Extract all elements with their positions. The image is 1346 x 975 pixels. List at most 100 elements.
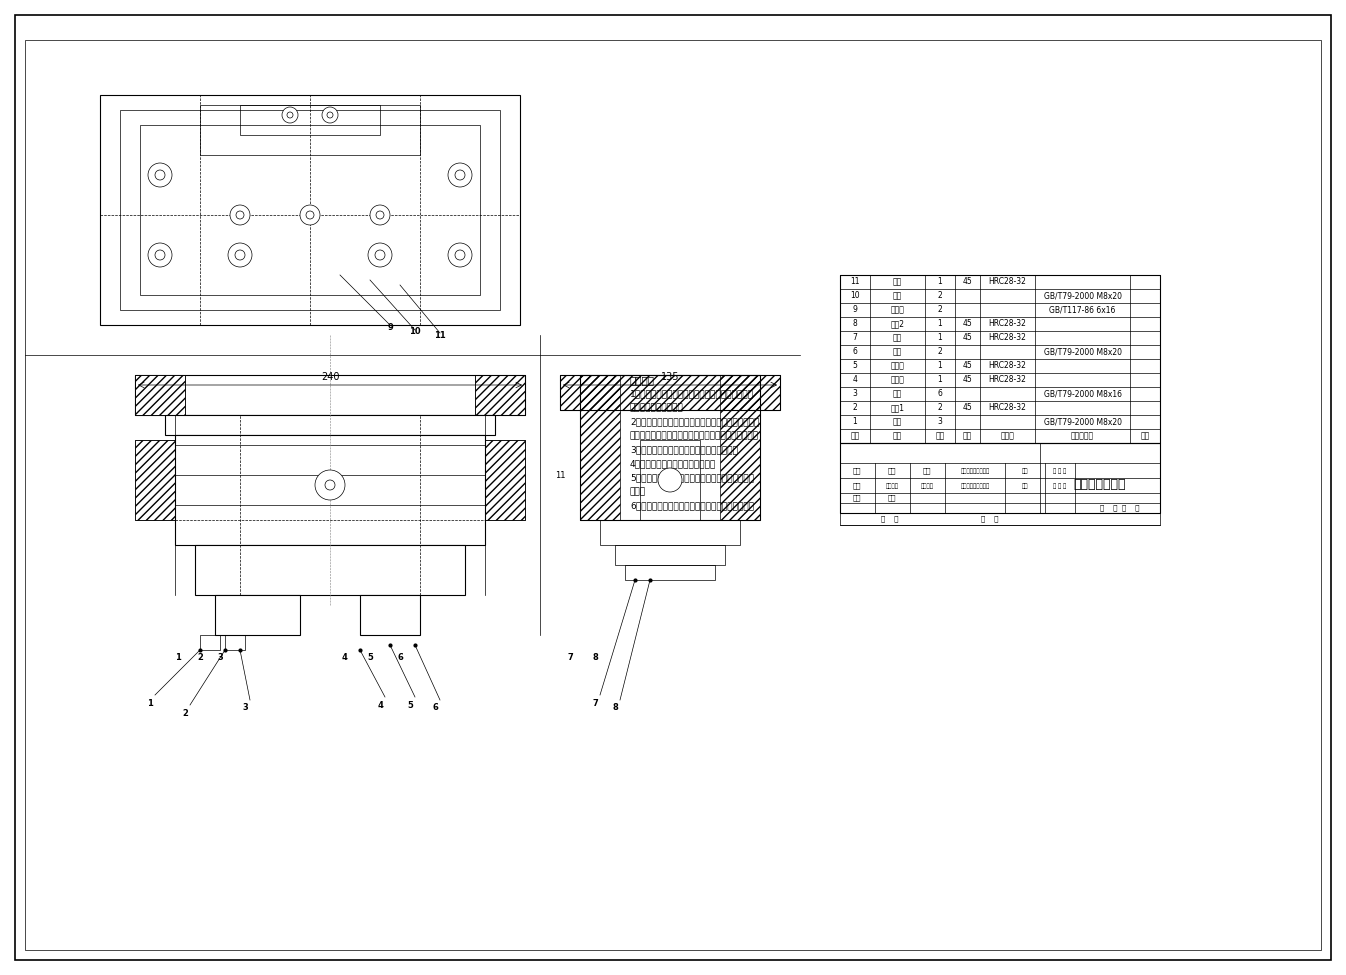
Text: 9: 9 [388, 323, 393, 332]
Bar [840, 443, 1160, 513]
Text: 1: 1 [852, 417, 857, 426]
Text: 7: 7 [852, 333, 857, 342]
Text: 铣槽夹具装配图: 铣槽夹具装配图 [1074, 479, 1127, 491]
Circle shape [300, 205, 320, 225]
Circle shape [236, 211, 244, 219]
Circle shape [455, 170, 464, 180]
Text: 1: 1 [938, 320, 942, 329]
Bar [135, 375, 184, 415]
Text: 材料: 材料 [962, 432, 972, 441]
Circle shape [236, 250, 245, 260]
Text: 第    张: 第 张 [981, 516, 999, 523]
Text: 5: 5 [852, 362, 857, 371]
Text: 第    张  共    张: 第 张 共 张 [1100, 505, 1140, 511]
Bar [580, 375, 760, 520]
Text: HRC28-32: HRC28-32 [988, 333, 1027, 342]
Text: 重量: 重量 [888, 494, 896, 501]
Circle shape [230, 205, 250, 225]
Text: 3、装配过程中零件不得磕碰、划伤和锈蚀。: 3、装配过程中零件不得磕碰、划伤和锈蚀。 [630, 445, 738, 454]
Text: 2: 2 [938, 292, 942, 300]
Text: 3: 3 [852, 389, 857, 399]
Text: 2: 2 [197, 652, 203, 661]
Text: 11: 11 [851, 278, 860, 287]
Text: 8: 8 [852, 320, 857, 329]
Text: 导板1: 导板1 [891, 404, 905, 412]
Circle shape [455, 250, 464, 260]
Bar [840, 513, 1160, 525]
Text: 年 月 日: 年 月 日 [1054, 468, 1066, 474]
Text: 审核: 审核 [888, 468, 896, 474]
Text: 1: 1 [938, 333, 942, 342]
Text: 序号: 序号 [851, 432, 860, 441]
Text: 4: 4 [377, 700, 384, 710]
Circle shape [370, 205, 390, 225]
Text: 年 月 日: 年 月 日 [1054, 484, 1066, 488]
Bar [560, 375, 779, 410]
Bar [600, 520, 740, 545]
Text: GB/T79-2000 M8x20: GB/T79-2000 M8x20 [1043, 347, 1121, 357]
Circle shape [448, 243, 472, 267]
Circle shape [155, 250, 166, 260]
Bar [485, 440, 525, 520]
Text: 2、零件在装配前必须清洗和清洁处理，不得有毛刺、: 2、零件在装配前必须清洗和清洁处理，不得有毛刺、 [630, 417, 759, 426]
Bar [485, 440, 525, 520]
Bar [120, 110, 499, 310]
Text: 垫块: 垫块 [892, 333, 902, 342]
Text: 10: 10 [851, 292, 860, 300]
Bar [580, 375, 621, 520]
Bar [201, 635, 219, 650]
Bar [615, 545, 725, 565]
Text: 45: 45 [962, 333, 972, 342]
Bar [135, 375, 184, 415]
Circle shape [448, 163, 472, 187]
Bar [475, 375, 525, 415]
Text: 5: 5 [367, 652, 373, 661]
Text: 7: 7 [592, 698, 598, 708]
Text: 标准件代号: 标准件代号 [1071, 432, 1094, 441]
Text: 3: 3 [217, 652, 223, 661]
Text: HRC28-32: HRC28-32 [988, 404, 1027, 412]
Bar [240, 105, 380, 135]
Text: 3: 3 [938, 417, 942, 426]
Text: 热处理: 热处理 [1000, 432, 1015, 441]
Text: 1: 1 [938, 362, 942, 371]
Text: GB/T79-2000 M8x16: GB/T79-2000 M8x16 [1043, 389, 1121, 399]
Text: 拟制: 拟制 [853, 468, 861, 474]
Text: 45: 45 [962, 404, 972, 412]
Text: 数量: 数量 [853, 494, 861, 501]
Text: 3: 3 [242, 704, 248, 713]
Text: 2: 2 [938, 404, 942, 412]
Bar [100, 95, 520, 325]
Bar [175, 435, 485, 545]
Text: 签名: 签名 [1022, 468, 1028, 474]
Bar [840, 275, 1160, 443]
Text: 标记数量更改文件号: 标记数量更改文件号 [961, 484, 989, 488]
Text: 9: 9 [852, 305, 857, 315]
Circle shape [658, 468, 682, 492]
Text: 圆锥销: 圆锥销 [891, 305, 905, 315]
Circle shape [287, 112, 293, 118]
Text: 螺钉: 螺钉 [892, 417, 902, 426]
Circle shape [324, 480, 335, 490]
Text: 底板: 底板 [892, 278, 902, 287]
Text: 技术要求: 技术要求 [630, 375, 656, 385]
Text: 定位块: 定位块 [891, 362, 905, 371]
Text: 45: 45 [962, 278, 972, 287]
Bar [720, 375, 760, 520]
Text: 45: 45 [962, 362, 972, 371]
Text: 5: 5 [406, 700, 413, 710]
Bar [560, 375, 779, 410]
Bar [140, 125, 481, 295]
Bar [215, 595, 300, 635]
Text: 6: 6 [852, 347, 857, 357]
Text: GB/T79-2000 M8x20: GB/T79-2000 M8x20 [1043, 417, 1121, 426]
Circle shape [283, 107, 297, 123]
Text: 标记数量更改文件号: 标记数量更改文件号 [961, 468, 989, 474]
Text: 批准: 批准 [923, 468, 931, 474]
Bar [625, 565, 715, 580]
Text: 2: 2 [852, 404, 857, 412]
Bar [135, 440, 175, 520]
Text: 135: 135 [661, 372, 680, 382]
Text: 10: 10 [409, 328, 421, 336]
Text: 6: 6 [397, 652, 402, 661]
